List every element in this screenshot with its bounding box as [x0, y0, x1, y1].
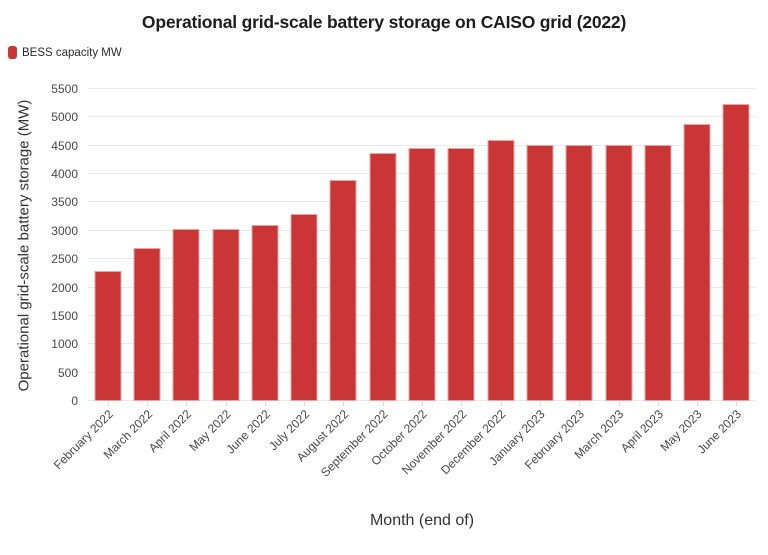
- bar-slot: [638, 89, 677, 406]
- x-tick: [500, 402, 502, 406]
- chart-title: Operational grid-scale battery storage o…: [141, 12, 627, 32]
- bar-May 2022: [212, 229, 240, 401]
- x-tick: [657, 402, 659, 406]
- bar-slot: [363, 89, 402, 406]
- y-tick-label: 0: [71, 394, 78, 408]
- gridline: [88, 88, 756, 89]
- x-tick: [736, 402, 738, 406]
- plot-area: 0 500 1000 1500 2000 2500 3000 3500 4000 4500 5000…: [51, 82, 756, 408]
- bar-slot: [599, 89, 638, 406]
- bar-slot: [324, 89, 363, 406]
- bar-October 2022: [408, 148, 436, 401]
- bar-July 2022: [290, 213, 318, 401]
- bar-June 2022: [251, 225, 279, 401]
- x-tick: [697, 402, 699, 406]
- x-tick: [264, 402, 266, 406]
- bar-slot: [245, 89, 284, 406]
- bar-September 2022: [369, 153, 397, 401]
- x-tick: [304, 402, 306, 406]
- x-tick: [539, 402, 541, 406]
- y-tick-label: 2500: [51, 252, 78, 267]
- bar-slot: [127, 89, 166, 406]
- gridline: [88, 116, 756, 118]
- y-tick-label: 4500: [51, 138, 78, 153]
- bar-slot: [206, 89, 245, 406]
- bar-slot: [677, 89, 716, 406]
- bar-March 2022: [133, 247, 161, 401]
- bar-slot: [88, 89, 127, 406]
- bar-November 2022: [447, 148, 475, 401]
- bar-April 2022: [172, 229, 200, 401]
- y-tick-label: 3500: [51, 195, 78, 210]
- bar-slot: [402, 89, 441, 406]
- y-tick-label: 3000: [51, 223, 78, 238]
- y-tick-label: 1500: [51, 308, 78, 323]
- y-tick-label: 2000: [51, 280, 78, 295]
- bar-January 2023: [526, 144, 554, 401]
- bars: [88, 89, 756, 406]
- y-tick-label: 4000: [51, 167, 78, 182]
- bar-May 2023: [683, 123, 711, 401]
- bar-June 2023: [722, 103, 750, 401]
- x-tick: [618, 402, 620, 406]
- y-tick-label: 5000: [51, 110, 78, 125]
- x-tick: [461, 402, 463, 406]
- x-tick-label: February 2022: [50, 407, 116, 473]
- x-tick: [422, 402, 424, 406]
- legend-marker-icon: [8, 46, 17, 59]
- x-tick: [146, 402, 148, 406]
- x-tick: [225, 402, 227, 406]
- bar-March 2023: [605, 144, 632, 401]
- bar-February 2023: [565, 144, 593, 401]
- bar-February 2022: [94, 271, 122, 401]
- x-tick: [579, 402, 581, 406]
- bar-slot: [284, 89, 323, 406]
- bar-August 2022: [329, 180, 357, 401]
- x-tick: [343, 402, 345, 406]
- bar-slot: [442, 89, 481, 406]
- bar-slot: [560, 89, 599, 406]
- x-tick: [107, 402, 109, 406]
- bar-April 2023: [644, 144, 672, 401]
- x-tick: [186, 402, 188, 406]
- gridline: [88, 144, 756, 146]
- y-tick-label: 5500: [51, 82, 78, 96]
- legend: BESS capacity MW: [8, 46, 122, 59]
- bar-slot: [481, 89, 520, 406]
- y-tick-label: 500: [57, 365, 78, 380]
- legend-label: BESS capacity MW: [22, 46, 122, 59]
- x-axis-title: Month (end of): [369, 512, 475, 529]
- bar-December 2022: [487, 139, 515, 401]
- x-axis-labels: February 2022 March 2022 April 2022 May 202…: [50, 407, 756, 507]
- bar-slot: [167, 89, 206, 406]
- y-axis-title-wrap: Operational grid-scale battery storage (…: [4, 89, 44, 401]
- y-tick-label: 1000: [51, 337, 78, 352]
- bar-slot: [520, 89, 559, 406]
- x-tick: [382, 402, 384, 406]
- bar-slot: [717, 89, 756, 406]
- x-tick-label: April 2023: [617, 407, 666, 456]
